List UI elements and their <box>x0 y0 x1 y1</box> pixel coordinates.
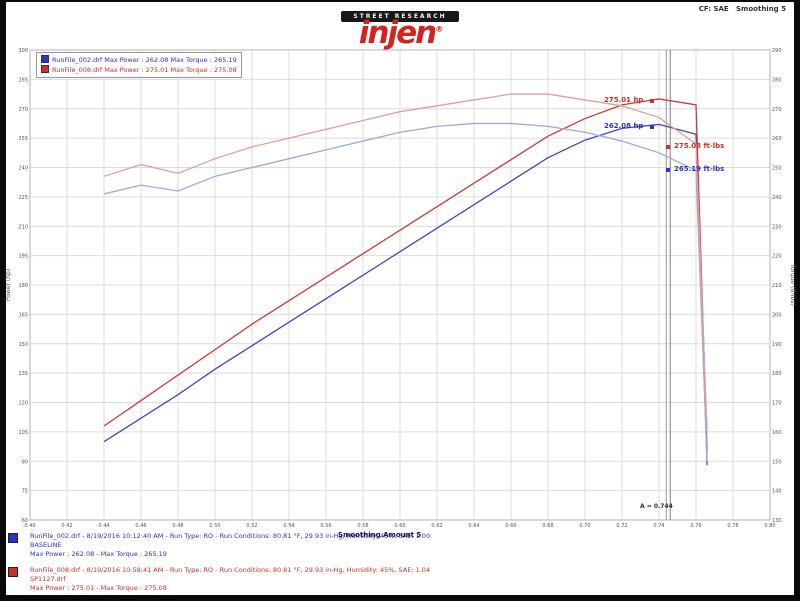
svg-text:270: 270 <box>18 107 28 113</box>
legend-text-baseline: RunFile_002.drf Max Power : 262.08 Max T… <box>52 56 237 64</box>
run2-max-values: Max Power : 275.01 - Max Torque : 275.08 <box>30 584 167 592</box>
svg-text:130: 130 <box>772 518 782 524</box>
svg-text:0.42: 0.42 <box>61 523 72 529</box>
registered-mark-icon: ® <box>435 24 443 34</box>
svg-text:230: 230 <box>772 224 782 230</box>
svg-text:0.50: 0.50 <box>209 523 220 529</box>
smoothing-label: Smoothing 5 <box>736 5 786 13</box>
svg-text:250: 250 <box>772 166 782 172</box>
svg-text:0.40: 0.40 <box>24 523 35 529</box>
svg-text:190: 190 <box>772 342 782 348</box>
svg-text:210: 210 <box>18 224 28 230</box>
svg-text:225: 225 <box>18 195 28 201</box>
svg-text:165: 165 <box>18 312 28 318</box>
legend-swatch-red-icon <box>41 65 49 73</box>
svg-text:0.60: 0.60 <box>394 523 405 529</box>
svg-text:0.46: 0.46 <box>135 523 146 529</box>
svg-text:0.64: 0.64 <box>468 523 479 529</box>
run2-name: SP1127.drf <box>30 575 66 583</box>
svg-text:0.80: 0.80 <box>764 523 775 529</box>
series-sp1127-torque <box>103 93 708 432</box>
series-sp1127-power <box>103 98 708 452</box>
svg-text:180: 180 <box>18 283 28 289</box>
svg-text:200: 200 <box>772 312 782 318</box>
run2-details: RunFile_008.drf - 8/19/2016 10:58:41 AM … <box>30 566 431 574</box>
max-marker-icon <box>666 145 670 149</box>
svg-text:210: 210 <box>772 283 782 289</box>
svg-text:0.62: 0.62 <box>431 523 442 529</box>
max-marker-icon <box>650 125 654 129</box>
smoothing-watermark: Smoothing Amount 5 <box>338 531 422 539</box>
svg-text:Torque (ft-lbs): Torque (ft-lbs) <box>789 263 796 306</box>
svg-text:105: 105 <box>18 430 28 436</box>
series-baseline-torque <box>103 122 708 462</box>
svg-text:280: 280 <box>772 77 782 83</box>
logo-tagline: STREET RESEARCH <box>341 11 459 22</box>
svg-text:195: 195 <box>18 254 28 260</box>
svg-text:170: 170 <box>772 401 782 407</box>
svg-text:0.48: 0.48 <box>172 523 183 529</box>
callout-max-torque-blue: 265.19 ft-lbs <box>674 165 725 173</box>
callout-max-torque-red: 275.08 ft-lbs <box>674 142 725 150</box>
svg-text:270: 270 <box>772 107 782 113</box>
svg-text:255: 255 <box>18 136 28 142</box>
svg-text:180: 180 <box>772 371 782 377</box>
svg-text:75: 75 <box>22 489 28 495</box>
svg-text:135: 135 <box>18 371 28 377</box>
svg-text:290: 290 <box>772 48 782 54</box>
legend-row-baseline: RunFile_002.drf Max Power : 262.08 Max T… <box>41 55 237 65</box>
svg-text:220: 220 <box>772 254 782 260</box>
svg-text:0.72: 0.72 <box>616 523 627 529</box>
max-marker-icon <box>666 168 670 172</box>
svg-text:0.52: 0.52 <box>246 523 257 529</box>
cursor-line[interactable] <box>665 50 671 520</box>
legend-swatch-blue-icon <box>41 55 49 63</box>
svg-text:240: 240 <box>772 195 782 201</box>
run-marker-red-icon <box>8 567 18 577</box>
cursor-readout: A = 0.744 <box>640 503 673 510</box>
svg-text:150: 150 <box>772 459 782 465</box>
svg-text:0.54: 0.54 <box>283 523 294 529</box>
correction-factor-label: CF: SAE <box>698 5 729 13</box>
run1-name: BASELINE <box>30 541 62 549</box>
header: STREET RESEARCH injen® <box>0 3 800 51</box>
run1-max-values: Max Power : 262.08 - Max Torque : 265.19 <box>30 550 167 558</box>
callout-max-power-red: 275.01 hp <box>604 96 644 104</box>
svg-text:0.78: 0.78 <box>727 523 738 529</box>
svg-text:0.58: 0.58 <box>357 523 368 529</box>
svg-text:0.56: 0.56 <box>320 523 331 529</box>
legend-row-injen: RunFile_008.drf Max Power : 275.01 Max T… <box>41 65 237 75</box>
run1-details: RunFile_002.drf - 8/19/2016 10:12:40 AM … <box>30 532 431 540</box>
callout-max-power-blue: 262.08 hp <box>604 122 644 130</box>
svg-text:260: 260 <box>772 136 782 142</box>
svg-text:300: 300 <box>18 48 28 54</box>
svg-text:90: 90 <box>22 459 28 465</box>
series-baseline-power <box>103 123 708 466</box>
chart-legend: RunFile_002.drf Max Power : 262.08 Max T… <box>36 52 242 78</box>
injen-logo: STREET RESEARCH injen® <box>0 3 800 51</box>
svg-text:150: 150 <box>18 342 28 348</box>
logo-wordmark: injen® <box>358 15 443 51</box>
svg-text:Power (hp): Power (hp) <box>5 269 12 301</box>
chart-settings-readout: CF: SAE Smoothing 5 <box>699 5 786 13</box>
run-marker-blue-icon <box>8 533 18 543</box>
svg-text:0.76: 0.76 <box>690 523 701 529</box>
svg-text:0.66: 0.66 <box>505 523 516 529</box>
max-marker-icon <box>650 99 654 103</box>
svg-text:240: 240 <box>18 166 28 172</box>
svg-text:0.74: 0.74 <box>653 523 664 529</box>
svg-text:160: 160 <box>772 430 782 436</box>
legend-text-injen: RunFile_008.drf Max Power : 275.01 Max T… <box>52 66 237 74</box>
svg-text:140: 140 <box>772 489 782 495</box>
svg-text:285: 285 <box>18 77 28 83</box>
svg-text:0.44: 0.44 <box>98 523 109 529</box>
svg-text:0.68: 0.68 <box>542 523 553 529</box>
svg-text:0.70: 0.70 <box>579 523 590 529</box>
svg-text:120: 120 <box>18 401 28 407</box>
svg-text:60: 60 <box>22 518 28 524</box>
